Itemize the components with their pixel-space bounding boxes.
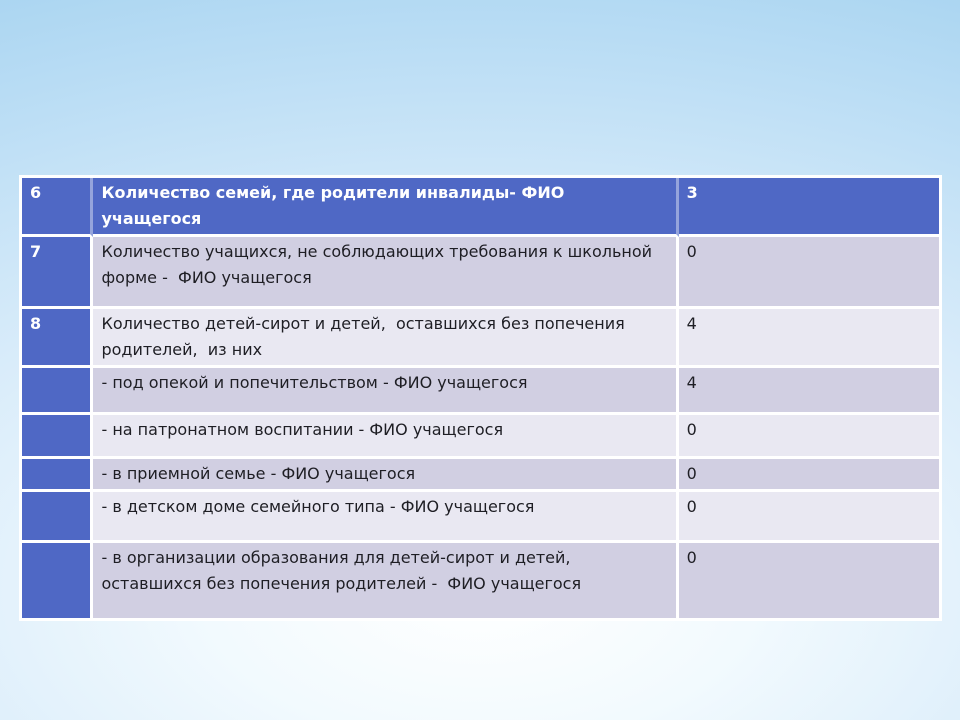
row-value-cell: 0 <box>678 237 939 309</box>
row-value-cell: 0 <box>678 492 939 543</box>
table-row: - в организации образования для детей-си… <box>22 543 939 618</box>
row-label-cell: - в приемной семье - ФИО учащегося <box>93 459 679 492</box>
row-number-cell <box>22 492 94 543</box>
row-number-cell: 6 <box>22 178 94 237</box>
table-row: - под опекой и попечительством - ФИО уча… <box>22 368 939 415</box>
row-number-cell <box>22 459 94 492</box>
row-label-cell: Количество детей-сирот и детей, оставших… <box>93 309 679 368</box>
row-value-cell: 0 <box>678 415 939 459</box>
row-value-cell: 4 <box>678 309 939 368</box>
row-number-cell <box>22 415 94 459</box>
row-number-cell: 7 <box>22 237 94 309</box>
table-row: 8 Количество детей-сирот и детей, оставш… <box>22 309 939 368</box>
row-value-cell: 3 <box>678 178 939 237</box>
row-label-cell: - в организации образования для детей-си… <box>93 543 679 618</box>
row-value-cell: 0 <box>678 543 939 618</box>
row-label-cell: Количество учащихся, не соблюдающих треб… <box>93 237 679 309</box>
statistics-table: 6 Количество семей, где родители инвалид… <box>19 175 942 621</box>
row-label-cell: Количество семей, где родители инвалиды-… <box>93 178 679 237</box>
table-row: 6 Количество семей, где родители инвалид… <box>22 178 939 237</box>
table-row: - в приемной семье - ФИО учащегося 0 <box>22 459 939 492</box>
row-number-cell: 8 <box>22 309 94 368</box>
row-value-cell: 0 <box>678 459 939 492</box>
row-number-cell <box>22 543 94 618</box>
row-value-cell: 4 <box>678 368 939 415</box>
row-label-cell: - на патронатном воспитании - ФИО учащег… <box>93 415 679 459</box>
row-number-cell <box>22 368 94 415</box>
table-row: - в детском доме семейного типа - ФИО уч… <box>22 492 939 543</box>
table-row: 7 Количество учащихся, не соблюдающих тр… <box>22 237 939 309</box>
row-label-cell: - в детском доме семейного типа - ФИО уч… <box>93 492 679 543</box>
statistics-table-body: 6 Количество семей, где родители инвалид… <box>22 178 939 618</box>
table-row: - на патронатном воспитании - ФИО учащег… <box>22 415 939 459</box>
row-label-cell: - под опекой и попечительством - ФИО уча… <box>93 368 679 415</box>
